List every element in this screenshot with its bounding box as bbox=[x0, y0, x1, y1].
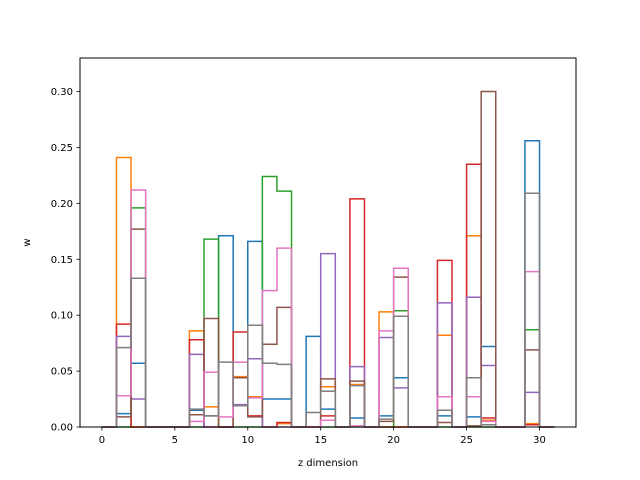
x-tick-label: 30 bbox=[533, 435, 546, 446]
x-tick-label: 25 bbox=[460, 435, 473, 446]
y-tick-label: 0.30 bbox=[51, 87, 73, 98]
plot-frame bbox=[79, 57, 577, 428]
y-axis: 0.00 0.05 0.10 0.15 0.20 0.25 0.30 bbox=[51, 87, 80, 434]
y-tick-label: 0.05 bbox=[51, 367, 73, 378]
x-axis-label: z dimension bbox=[298, 458, 358, 469]
y-tick-label: 0.10 bbox=[51, 311, 73, 322]
x-tick-label: 5 bbox=[172, 435, 178, 446]
histogram-series-8 bbox=[101, 192, 555, 428]
y-axis-label: w bbox=[22, 238, 33, 246]
x-tick-label: 20 bbox=[387, 435, 400, 446]
x-tick-label: 10 bbox=[241, 435, 254, 446]
y-tick-label: 0.25 bbox=[51, 143, 73, 154]
y-tick-label: 0.15 bbox=[51, 255, 73, 266]
y-tick-label: 0.00 bbox=[51, 423, 73, 434]
y-tick-label: 0.20 bbox=[51, 199, 73, 210]
x-axis: 0 5 10 15 20 25 30 bbox=[99, 427, 546, 446]
x-tick-label: 0 bbox=[99, 435, 105, 446]
x-tick-label: 15 bbox=[314, 435, 327, 446]
